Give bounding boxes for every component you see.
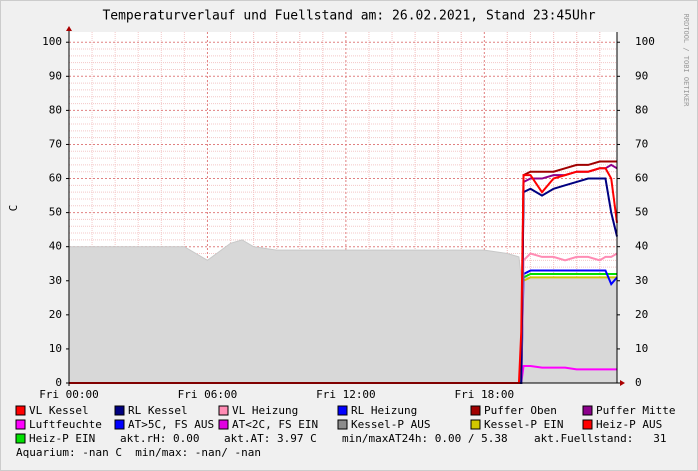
legend-label: AT<2C, FS EIN (232, 418, 318, 431)
legend-label: Kessel-P EIN (484, 418, 563, 431)
legend-label: Heiz-P AUS (596, 418, 662, 431)
legend-label: AT>5C, FS AUS (128, 418, 214, 431)
legend-label: VL Heizung (232, 404, 298, 417)
y2-tick-label: 40 (635, 240, 648, 253)
y2-tick-label: 0 (635, 376, 642, 389)
y2-tick-label: 70 (635, 137, 648, 150)
legend-swatch (114, 405, 125, 416)
y2-tick-label: 50 (635, 206, 648, 219)
y-tick-label: 50 (49, 206, 62, 219)
legend-swatch (337, 405, 348, 416)
y-tick-label: 90 (49, 69, 62, 82)
y-axis-arrow (66, 26, 72, 31)
y2-tick-label: 30 (635, 274, 648, 287)
y2-tick-label: 100 (635, 35, 655, 48)
y-tick-label: 10 (49, 342, 62, 355)
watermark: RRDTOOL / TOBI OETIKER (682, 14, 690, 108)
y-tick-label: 80 (49, 103, 62, 116)
note: akt.rH: 0.00 (120, 432, 199, 445)
x-tick-label: Fri 00:00 (39, 388, 99, 401)
x-tick-label: Fri 06:00 (178, 388, 238, 401)
note: akt.Fuellstand: 31 (534, 432, 666, 445)
legend-swatch (582, 419, 593, 430)
legend-label: Kessel-P AUS (351, 418, 430, 431)
y2-tick-label: 10 (635, 342, 648, 355)
legend-label: RL Heizung (351, 404, 417, 417)
x-tick-label: Fri 12:00 (316, 388, 376, 401)
x-axis-arrow (620, 380, 625, 386)
legend-swatch (114, 419, 125, 430)
legend-swatch (15, 433, 26, 444)
legend-label: RL Kessel (128, 404, 188, 417)
legend-swatch (470, 405, 481, 416)
y2-tick-label: 80 (635, 103, 648, 116)
legend-swatch (15, 405, 26, 416)
legend-swatch (582, 405, 593, 416)
legend-label: Puffer Oben (484, 404, 557, 417)
y-tick-label: 100 (42, 35, 62, 48)
y-tick-label: 30 (49, 274, 62, 287)
y2-tick-label: 60 (635, 172, 648, 185)
y-tick-label: 40 (49, 240, 62, 253)
legend-label: Heiz-P EIN (29, 432, 95, 445)
legend-swatch (15, 419, 26, 430)
legend-swatch (470, 419, 481, 430)
y2-tick-label: 90 (635, 69, 648, 82)
y-tick-label: 20 (49, 308, 62, 321)
note: min/maxAT24h: 0.00 / 5.38 (342, 432, 508, 445)
legend-swatch (218, 419, 229, 430)
y-axis-label: C (7, 205, 20, 212)
legend-swatch (337, 419, 348, 430)
note: akt.AT: 3.97 C (224, 432, 317, 445)
y-tick-label: 0 (55, 376, 62, 389)
legend-label: Luftfeuchte (29, 418, 102, 431)
chart-title: Temperaturverlauf und Fuellstand am: 26.… (102, 9, 595, 24)
legend-swatch (218, 405, 229, 416)
x-tick-label: Fri 18:00 (455, 388, 515, 401)
y-tick-label: 70 (49, 137, 62, 150)
legend-label: VL Kessel (29, 404, 89, 417)
y2-tick-label: 20 (635, 308, 648, 321)
note: Aquarium: -nan C min/max: -nan/ -nan (16, 446, 261, 459)
legend-label: Puffer Mitte (596, 404, 675, 417)
y-tick-label: 60 (49, 172, 62, 185)
